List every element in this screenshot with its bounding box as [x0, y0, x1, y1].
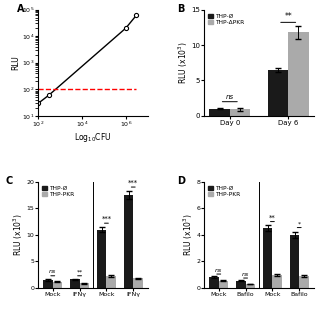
Bar: [44, 280, 53, 288]
Bar: [124, 195, 133, 288]
Bar: [272, 276, 282, 288]
Text: ***: ***: [128, 180, 138, 186]
Legend: THP-Ø, THP-PKR: THP-Ø, THP-PKR: [41, 185, 75, 198]
Legend: THP-Ø, THP-PKR: THP-Ø, THP-PKR: [207, 185, 241, 198]
Text: *: *: [298, 221, 301, 226]
Bar: [299, 276, 308, 288]
Text: ns: ns: [49, 269, 56, 275]
Text: A: A: [17, 4, 24, 14]
Text: B: B: [177, 4, 184, 14]
Bar: [80, 283, 89, 288]
Text: ***: ***: [101, 216, 111, 222]
Bar: [263, 228, 272, 288]
Text: **: **: [76, 269, 83, 275]
Bar: [236, 281, 245, 288]
Bar: [245, 284, 255, 288]
Y-axis label: RLU (x10$^3$): RLU (x10$^3$): [12, 213, 25, 256]
Bar: [268, 70, 288, 116]
Y-axis label: RLU (x10$^3$): RLU (x10$^3$): [181, 213, 195, 256]
Bar: [53, 282, 62, 288]
Text: ns: ns: [242, 272, 249, 277]
Y-axis label: RLU (x10$^3$): RLU (x10$^3$): [176, 41, 190, 84]
Bar: [70, 279, 80, 288]
Bar: [133, 278, 143, 288]
Bar: [230, 109, 250, 116]
Legend: THP-Ø, THP-ΔPKR: THP-Ø, THP-ΔPKR: [207, 12, 245, 26]
Bar: [107, 276, 116, 288]
Bar: [209, 277, 219, 288]
Text: C: C: [6, 176, 13, 187]
Text: **: **: [269, 214, 276, 220]
Text: D: D: [177, 176, 185, 187]
Text: **: **: [284, 12, 292, 21]
Y-axis label: RLU: RLU: [11, 55, 20, 70]
Bar: [219, 281, 228, 288]
Bar: [288, 32, 308, 116]
Text: ns: ns: [226, 94, 234, 100]
Bar: [209, 109, 230, 116]
Bar: [290, 235, 299, 288]
Bar: [97, 229, 107, 288]
Text: ns: ns: [215, 268, 222, 273]
X-axis label: Log$_{10}$CFU: Log$_{10}$CFU: [74, 131, 112, 144]
